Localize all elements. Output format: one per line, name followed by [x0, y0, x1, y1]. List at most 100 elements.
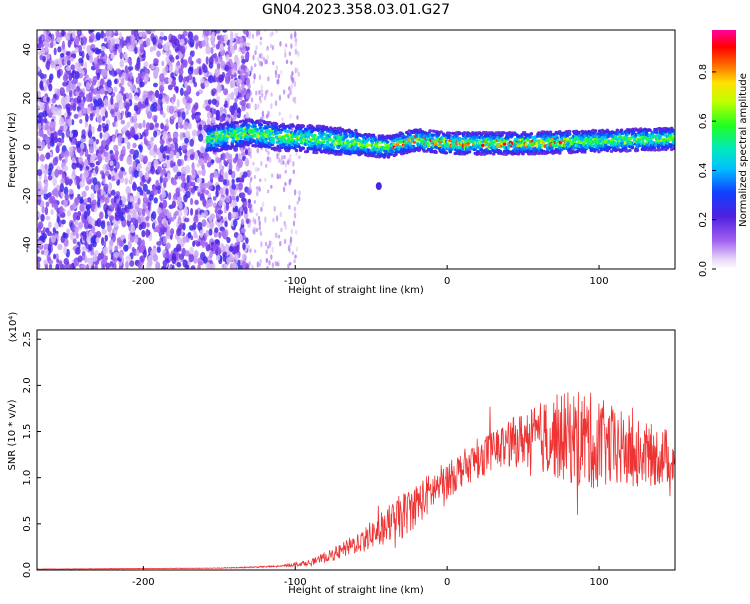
noise-cell: [224, 171, 229, 181]
noise-cell: [208, 56, 214, 65]
signal-cell: [394, 152, 398, 157]
noise-cell: [148, 234, 153, 242]
noise-cell: [177, 111, 181, 118]
noise-cell: [227, 70, 232, 77]
noise-cell: [228, 155, 233, 164]
sparse-noise-cell: [290, 83, 293, 90]
sparse-noise-cell: [271, 45, 275, 51]
signal-cell: [247, 123, 251, 128]
sparse-noise-cell: [255, 90, 258, 96]
noise-cell: [81, 129, 86, 136]
noise-cell: [158, 93, 163, 100]
signal-cell: [277, 128, 281, 132]
noise-cell: [142, 201, 147, 211]
noise-cell: [240, 197, 247, 203]
noise-cell: [97, 252, 102, 261]
noise-cell: [113, 252, 119, 258]
sparse-noise-cell: [258, 74, 262, 81]
noise-cell: [237, 85, 242, 93]
noise-cell: [69, 132, 73, 138]
noise-cell: [194, 151, 199, 161]
noise-cell: [44, 163, 48, 171]
noise-cell: [83, 170, 89, 178]
noise-cell: [63, 238, 69, 247]
signal-cell: [290, 135, 295, 139]
noise-cell: [130, 224, 135, 234]
noise-cell: [126, 141, 131, 150]
sparse-noise-cell: [263, 177, 267, 182]
sparse-noise-cell: [276, 174, 280, 180]
signal-cell: [481, 143, 485, 147]
noise-cell: [227, 93, 232, 101]
noise-cell: [177, 158, 182, 167]
noise-cell: [230, 91, 235, 101]
noise-cell: [242, 242, 246, 251]
noise-cell: [218, 199, 223, 207]
noise-cell: [48, 75, 53, 84]
noise-cell: [158, 152, 163, 162]
noise-cell: [138, 152, 143, 162]
sparse-noise-cell: [265, 257, 268, 263]
noise-cell: [220, 60, 226, 70]
noise-cell: [205, 56, 209, 65]
noise-cell: [37, 240, 43, 247]
noise-cell: [207, 156, 212, 162]
noise-cell: [73, 257, 79, 267]
noise-cell: [59, 87, 65, 92]
sparse-noise-cell: [284, 224, 287, 230]
noise-cell: [88, 138, 94, 145]
noise-cell: [160, 81, 165, 86]
noise-cell: [37, 260, 41, 269]
noise-cell: [54, 221, 59, 230]
sparse-noise-cell: [254, 50, 257, 56]
noise-cell: [124, 136, 129, 144]
sparse-noise-cell: [282, 89, 286, 95]
noise-cell: [104, 90, 108, 96]
sparse-noise-cell: [251, 33, 255, 39]
signal-cell: [448, 150, 453, 154]
noise-cell: [142, 119, 146, 129]
noise-cell: [37, 131, 40, 137]
sparse-noise-cell: [268, 156, 272, 164]
noise-cell: [178, 73, 184, 83]
noise-cell: [43, 169, 49, 175]
sparse-noise-cell: [294, 42, 298, 47]
noise-cell: [244, 157, 250, 167]
noise-cell: [104, 170, 110, 177]
noise-cell: [42, 95, 48, 103]
sparse-noise-cell: [267, 76, 270, 82]
noise-cell: [85, 81, 91, 91]
noise-cell: [159, 73, 165, 83]
noise-cell: [205, 45, 211, 55]
noise-cell: [245, 92, 251, 100]
noise-cell: [89, 155, 95, 164]
noise-cell: [76, 215, 81, 221]
noise-cell: [85, 263, 89, 269]
noise-cell: [192, 255, 198, 264]
sparse-noise-cell: [277, 262, 280, 267]
noise-cell: [82, 107, 87, 114]
noise-cell: [124, 73, 129, 81]
noise-cell: [96, 218, 102, 228]
noise-cell: [195, 91, 200, 97]
noise-cell: [108, 63, 113, 71]
noise-cell: [89, 258, 94, 267]
sparse-noise-cell: [257, 185, 261, 191]
noise-cell: [41, 140, 46, 149]
sparse-noise-cell: [291, 77, 294, 84]
sparse-noise-cell: [274, 233, 277, 238]
noise-cell: [117, 113, 122, 121]
noise-cell: [178, 52, 183, 59]
sparse-noise-cell: [262, 56, 266, 61]
noise-cell: [80, 142, 85, 150]
noise-cell: [138, 224, 143, 231]
sparse-noise-cell: [281, 117, 284, 122]
signal-cell: [537, 131, 541, 135]
noise-cell: [161, 60, 165, 67]
noise-cell: [201, 167, 206, 177]
noise-cell: [69, 57, 75, 62]
noise-cell: [43, 174, 48, 181]
noise-cell: [137, 144, 143, 150]
sparse-noise-cell: [259, 178, 262, 183]
noise-cell: [102, 133, 109, 140]
